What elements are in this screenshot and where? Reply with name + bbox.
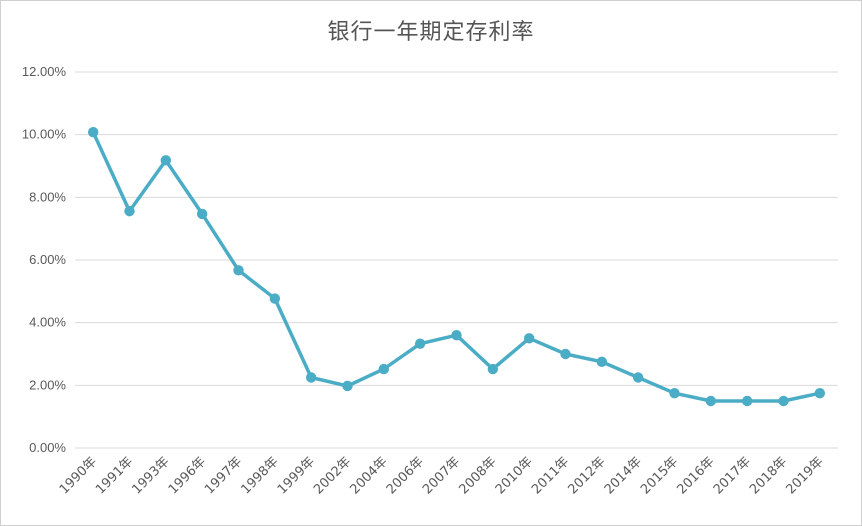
x-tick-label: 2018年 [747, 454, 790, 497]
data-point [451, 330, 462, 341]
data-point [87, 126, 99, 138]
chart-title: 银行一年期定存利率 [327, 20, 535, 45]
x-tick-label: 1998年 [238, 454, 281, 497]
x-tick-label: 2015年 [638, 454, 681, 497]
data-point [160, 155, 172, 166]
x-tick-label: 2016年 [674, 454, 717, 497]
x-tick-label: 2017年 [711, 454, 754, 497]
data-point [269, 293, 281, 304]
y-tick-label: 6.00% [29, 252, 66, 267]
y-tick-label: 8.00% [29, 189, 66, 204]
x-tick-label: 1991年 [93, 454, 136, 497]
x-tick-label: 2008年 [456, 454, 499, 497]
x-tick-label: 2014年 [602, 454, 645, 497]
data-point [487, 363, 499, 375]
x-tick-label: 2011年 [529, 454, 572, 497]
data-point [414, 338, 426, 349]
data-point [233, 265, 244, 276]
data-point [596, 356, 608, 368]
data-point [778, 395, 789, 407]
data-point [741, 395, 753, 407]
data-point [523, 333, 535, 344]
data-point [305, 372, 317, 383]
data-point [378, 363, 390, 375]
x-tick-label: 1993年 [129, 454, 172, 497]
data-point [342, 380, 353, 392]
x-tick-label: 1996年 [166, 454, 209, 497]
data-point [632, 372, 644, 383]
data-point [705, 395, 717, 407]
x-tick-label: 1990年 [57, 454, 100, 497]
x-tick-label: 2006年 [384, 454, 427, 497]
x-tick-label: 2004年 [347, 454, 390, 497]
y-tick-label: 0.00% [29, 440, 66, 455]
data-point [814, 387, 826, 399]
y-tick-label: 4.00% [29, 315, 66, 330]
x-tick-label: 1997年 [202, 454, 245, 497]
data-point [669, 387, 680, 399]
data-point [124, 205, 135, 217]
series-line [91, 130, 822, 403]
x-tick-label: 2010年 [493, 454, 536, 497]
x-tick-label: 2012年 [565, 454, 608, 497]
x-tick-label: 2019年 [783, 454, 826, 497]
data-point [560, 348, 571, 360]
y-tick-label: 2.00% [29, 377, 66, 392]
y-tick-label: 12.00% [22, 64, 67, 79]
x-tick-label: 2002年 [311, 454, 354, 497]
x-tick-label: 1999年 [275, 454, 318, 497]
data-point [196, 208, 208, 220]
y-tick-label: 10.00% [22, 127, 67, 142]
x-tick-label: 2007年 [420, 454, 463, 497]
